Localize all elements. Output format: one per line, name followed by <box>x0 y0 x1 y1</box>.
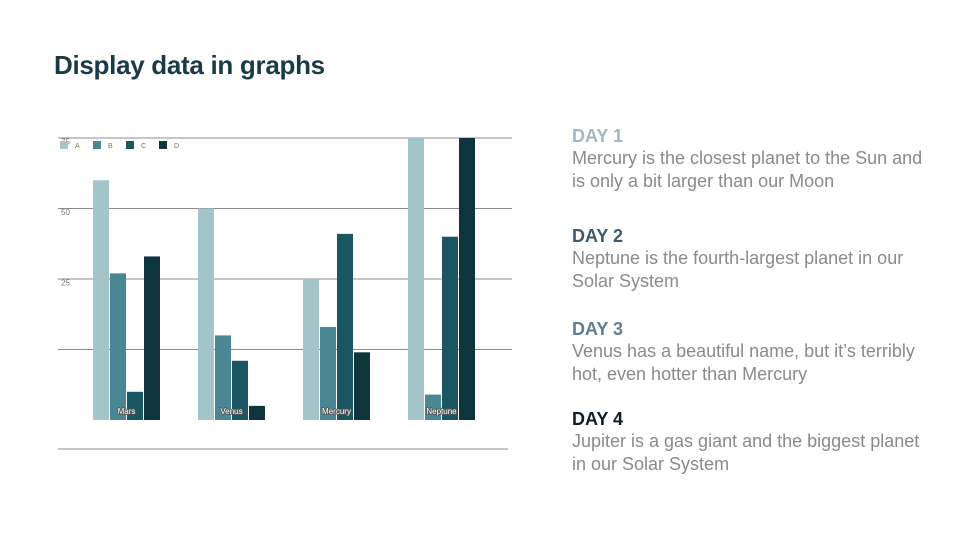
bar <box>93 180 109 420</box>
day-3-label: DAY 3 <box>572 319 624 339</box>
y-tick-label: 25 <box>61 279 70 288</box>
legend-label: B <box>108 143 113 150</box>
slide-title: Display data in graphs <box>54 50 325 80</box>
category-label: Neptune <box>426 407 457 416</box>
legend-swatch <box>93 141 101 149</box>
day-1-description: Mercury is the closest planet to the Sun… <box>572 148 923 191</box>
day-4-label: DAY 4 <box>572 409 624 429</box>
category-label: Venus <box>220 407 242 416</box>
bar <box>249 405 265 420</box>
day-1-label: DAY 1 <box>572 126 624 146</box>
bar <box>459 138 475 420</box>
legend-swatch <box>159 141 167 149</box>
day-2-label: DAY 2 <box>572 226 624 246</box>
legend-label: A <box>75 143 80 150</box>
day-2-block: DAY 2 Neptune is the fourth-largest plan… <box>572 225 932 293</box>
legend-label: D <box>174 143 179 150</box>
bar <box>408 138 424 420</box>
bar <box>442 236 458 420</box>
bar <box>337 233 353 420</box>
bar <box>303 279 319 420</box>
category-label: Mars <box>118 407 136 416</box>
y-tick-label: 50 <box>61 208 70 217</box>
bar <box>127 391 143 420</box>
bar <box>215 335 231 420</box>
legend-label: C <box>141 143 146 150</box>
category-label: Mercury <box>322 407 351 416</box>
bar <box>320 326 336 420</box>
day-4-block: DAY 4 Jupiter is a gas giant and the big… <box>572 408 932 476</box>
day-4-description: Jupiter is a gas giant and the biggest p… <box>572 431 920 474</box>
bar <box>198 208 214 420</box>
day-1-block: DAY 1 Mercury is the closest planet to t… <box>572 125 932 193</box>
day-2-description: Neptune is the fourth-largest planet in … <box>572 248 904 291</box>
bar <box>144 256 160 420</box>
bar <box>425 394 441 420</box>
bar <box>232 360 248 420</box>
bar <box>110 273 126 420</box>
bar <box>354 352 370 420</box>
legend-swatch <box>60 141 68 149</box>
legend-swatch <box>126 141 134 149</box>
day-3-block: DAY 3 Venus has a beautiful name, but it… <box>572 318 932 386</box>
day-3-description: Venus has a beautiful name, but it’s ter… <box>572 341 915 384</box>
